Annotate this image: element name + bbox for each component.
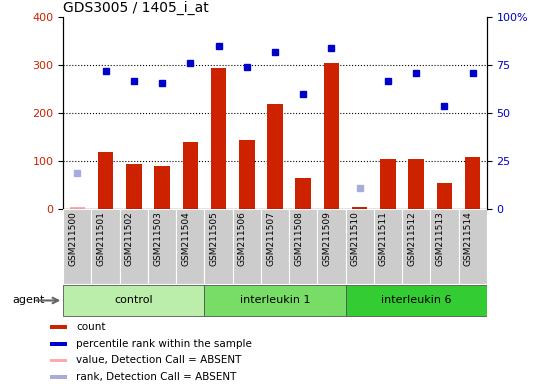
Bar — [317, 209, 345, 284]
Text: GSM211507: GSM211507 — [266, 212, 275, 266]
Bar — [402, 209, 430, 284]
Text: control: control — [114, 295, 153, 306]
Text: GSM211508: GSM211508 — [294, 212, 303, 266]
Text: GDS3005 / 1405_i_at: GDS3005 / 1405_i_at — [63, 1, 209, 15]
Bar — [148, 209, 176, 284]
Bar — [63, 285, 205, 316]
Bar — [120, 209, 148, 284]
Bar — [155, 166, 170, 209]
Text: value, Detection Call = ABSENT: value, Detection Call = ABSENT — [76, 356, 241, 366]
Bar — [239, 140, 255, 209]
Bar — [63, 209, 91, 284]
Text: GSM211509: GSM211509 — [322, 212, 332, 266]
Text: count: count — [76, 322, 106, 332]
Bar — [267, 104, 283, 209]
Bar — [261, 209, 289, 284]
Bar — [289, 209, 317, 284]
Bar — [91, 209, 120, 284]
Bar — [205, 285, 345, 316]
Bar — [50, 359, 67, 362]
Bar — [70, 207, 85, 209]
Bar — [126, 164, 141, 209]
Bar — [345, 285, 487, 316]
Text: GSM211512: GSM211512 — [407, 212, 416, 266]
Text: agent: agent — [13, 295, 45, 306]
Bar — [211, 68, 226, 209]
Bar — [50, 342, 67, 346]
Text: interleukin 1: interleukin 1 — [240, 295, 310, 306]
Text: rank, Detection Call = ABSENT: rank, Detection Call = ABSENT — [76, 372, 236, 382]
Text: GSM211505: GSM211505 — [210, 212, 218, 266]
Text: GSM211513: GSM211513 — [436, 212, 444, 266]
Bar — [437, 183, 452, 209]
Text: GSM211501: GSM211501 — [97, 212, 106, 266]
Bar — [374, 209, 402, 284]
Bar — [352, 207, 367, 209]
Bar — [409, 159, 424, 209]
Text: GSM211514: GSM211514 — [464, 212, 472, 266]
Text: GSM211511: GSM211511 — [379, 212, 388, 266]
Bar — [233, 209, 261, 284]
Text: GSM211504: GSM211504 — [182, 212, 190, 266]
Bar — [324, 63, 339, 209]
Bar — [183, 142, 198, 209]
Text: GSM211506: GSM211506 — [238, 212, 247, 266]
Text: GSM211510: GSM211510 — [351, 212, 360, 266]
Text: interleukin 6: interleukin 6 — [381, 295, 452, 306]
Bar — [380, 159, 395, 209]
Bar — [459, 209, 487, 284]
Bar — [430, 209, 459, 284]
Text: percentile rank within the sample: percentile rank within the sample — [76, 339, 252, 349]
Bar — [295, 178, 311, 209]
Bar — [50, 376, 67, 379]
Bar — [176, 209, 205, 284]
Text: GSM211502: GSM211502 — [125, 212, 134, 266]
Bar — [50, 325, 67, 329]
Bar — [465, 157, 480, 209]
Text: GSM211503: GSM211503 — [153, 212, 162, 266]
Bar — [98, 152, 113, 209]
Bar — [345, 209, 374, 284]
Text: GSM211500: GSM211500 — [68, 212, 78, 266]
Bar — [205, 209, 233, 284]
